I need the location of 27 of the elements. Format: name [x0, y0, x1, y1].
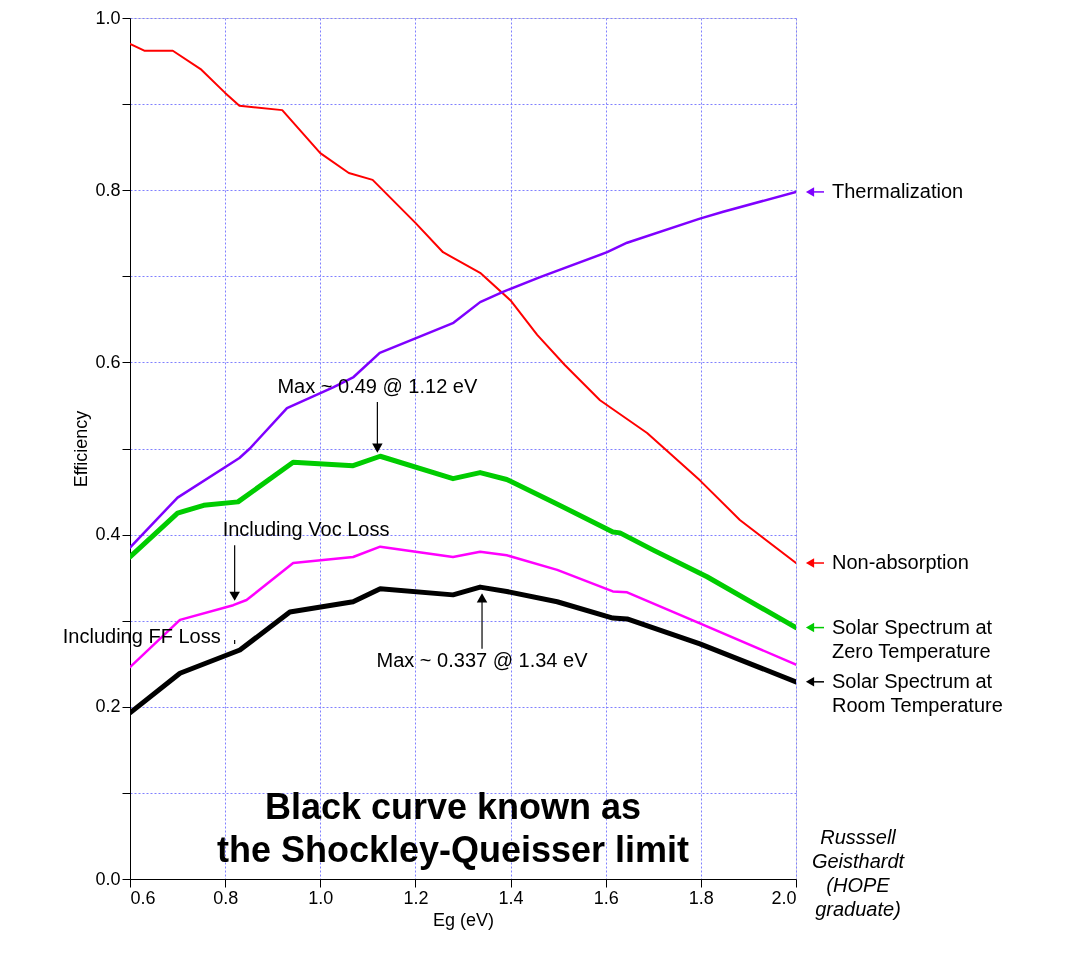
legend-label: Thermalization — [832, 179, 964, 202]
x-tick-label: 1.4 — [498, 887, 524, 908]
annotation: Max ~ 0.337 @ 1.34 eV — [376, 648, 589, 671]
x-tick-label: 0.8 — [213, 887, 239, 908]
y-tick-label: 0.0 — [95, 868, 121, 889]
line-series — [130, 42, 796, 565]
x-tick-label: 2.0 — [771, 887, 797, 908]
y-tick-label: 1.0 — [95, 7, 121, 28]
annotation: Max ~ 0.49 @ 1.12 eV — [277, 375, 478, 398]
annotation: Including Voc Loss — [222, 518, 390, 541]
line-series — [130, 190, 796, 549]
y-tick-label: 0.6 — [95, 351, 121, 372]
x-axis-title: Eg (eV) — [432, 909, 495, 930]
y-tick-label: 0.8 — [95, 179, 121, 200]
y-axis-title: Efficiency — [71, 410, 92, 488]
legend-label: Solar Spectrum at Room Temperature — [832, 669, 1003, 716]
y-tick-label: 0.2 — [95, 696, 121, 717]
annotation: Black curve known as the Shockley-Queisser limit — [216, 786, 690, 871]
x-tick-label: 1.8 — [688, 887, 714, 908]
x-tick-label: 0.6 — [130, 887, 156, 908]
legend-label: Non-absorption — [832, 551, 969, 574]
x-tick-label: 1.6 — [593, 887, 619, 908]
x-tick-label: 1.0 — [308, 887, 334, 908]
x-tick-label: 1.2 — [403, 887, 429, 908]
legend-label: Solar Spectrum at Zero Temperature — [832, 615, 993, 662]
y-tick-label: 0.4 — [95, 524, 121, 545]
text: Russsell Geisthardt (HOPE graduate) — [811, 826, 906, 920]
